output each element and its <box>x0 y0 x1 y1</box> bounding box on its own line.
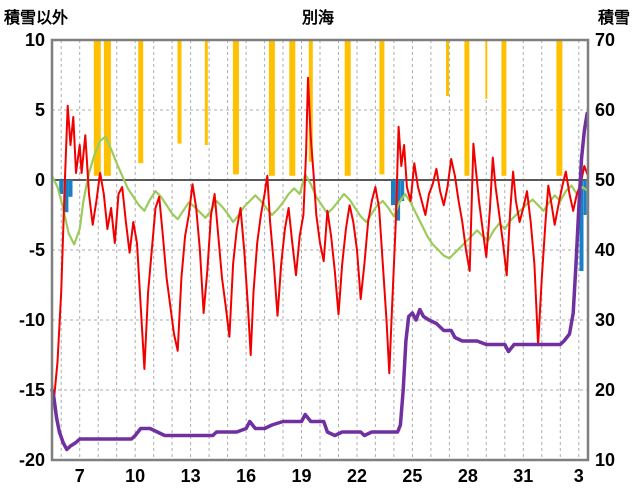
sunshine-bar <box>177 40 182 144</box>
plot-border <box>50 38 590 462</box>
y-right-tick-label: 60 <box>595 100 615 120</box>
sunshine-bar <box>93 40 101 176</box>
sunshine-bar <box>268 40 275 176</box>
sunshine-bar <box>446 40 449 96</box>
sunshine-bar <box>204 40 208 145</box>
sunshine-bar <box>232 40 239 175</box>
temperature-line <box>51 76 589 403</box>
precipitation-bar <box>63 180 69 213</box>
precipitation-bar <box>395 180 401 221</box>
y-left-tick-label: -10 <box>19 310 45 330</box>
sunshine-bar <box>379 40 385 175</box>
x-tick-label: 10 <box>125 466 145 486</box>
y-left-tick-label: -20 <box>19 450 45 470</box>
right-axis-title: 積雪 <box>597 10 630 27</box>
y-left-tick-label: 5 <box>35 100 45 120</box>
y-left-tick-label: 10 <box>25 30 45 50</box>
y-right-tick-label: 50 <box>595 170 615 190</box>
precipitation-bar <box>579 180 584 271</box>
x-tick-label: 28 <box>458 466 478 486</box>
y-left-tick-label: -5 <box>29 240 45 260</box>
precipitation-bar <box>59 180 64 194</box>
x-tick-label: 13 <box>181 466 201 486</box>
y-right-tick-label: 30 <box>595 310 615 330</box>
y-right-tick-label: 70 <box>595 30 615 50</box>
sunshine-bar <box>103 40 111 176</box>
x-tick-label: 19 <box>291 466 311 486</box>
y-right-tick-label: 10 <box>595 450 615 470</box>
x-tick-label: 3 <box>574 466 584 486</box>
snow_depth-line <box>50 111 589 452</box>
y-right-tick-label: 40 <box>595 240 615 260</box>
x-tick-label: 25 <box>402 466 422 486</box>
sunshine-bar <box>289 40 296 176</box>
sunshine-bar <box>464 40 470 176</box>
sunshine-bar <box>556 40 563 176</box>
green_mean-line <box>50 135 590 260</box>
precipitation-bar <box>68 180 73 197</box>
y-left-tick-label: 0 <box>35 170 45 190</box>
chart-title: 別海 <box>301 10 334 27</box>
x-tick-label: 7 <box>75 466 85 486</box>
sunshine-bar <box>308 40 313 162</box>
y-left-tick-label: -15 <box>19 380 45 400</box>
precipitation-bar <box>391 180 395 206</box>
y-right-tick-label: 20 <box>595 380 615 400</box>
sunshine-bar <box>344 40 351 176</box>
precipitation-bar <box>583 180 587 215</box>
precipitation-bar <box>400 180 405 201</box>
left-axis-title: 積雪以外 <box>4 10 69 27</box>
x-tick-label: 31 <box>513 466 533 486</box>
x-tick-label: 16 <box>236 466 256 486</box>
sunshine-bar <box>138 40 144 164</box>
x-tick-label: 22 <box>347 466 367 486</box>
sunshine-bar <box>485 40 488 99</box>
sunshine-bar <box>501 40 507 176</box>
